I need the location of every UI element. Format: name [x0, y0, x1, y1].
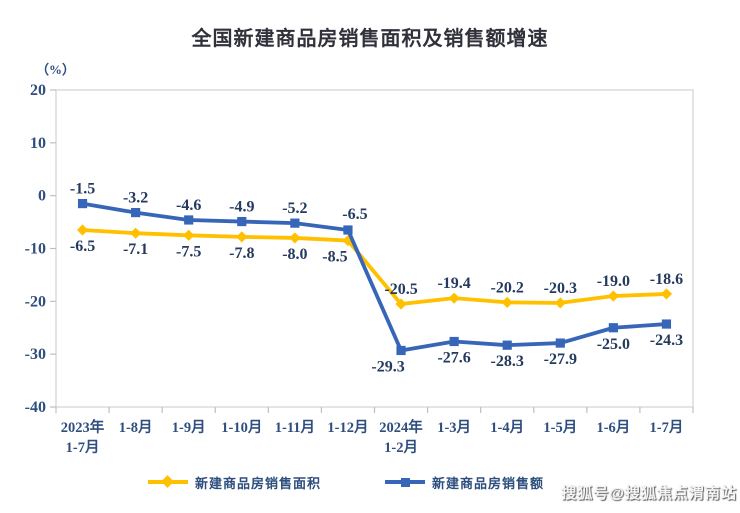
data-label: -19.4	[437, 275, 470, 292]
area-series-legend-marker-icon	[148, 475, 188, 489]
data-label: -25.0	[597, 336, 630, 353]
y-axis: 20 10 0 -10 -20 -30 -40	[25, 82, 56, 416]
svg-text:1-2月: 1-2月	[384, 439, 418, 456]
svg-text:1-6月: 1-6月	[596, 419, 630, 436]
series-sales-area: -6.5 -7.1 -7.5 -7.8 -8.0 -8.5 -20.5 -19.4 -20.2 -…	[70, 224, 683, 310]
data-label: -20.2	[491, 279, 524, 296]
svg-text:0: 0	[38, 188, 46, 205]
data-label: -6.5	[70, 238, 95, 255]
svg-text:10: 10	[30, 135, 46, 152]
svg-text:20: 20	[30, 82, 46, 99]
chart-legend: 新建商品房销售面积 新建商品房销售额	[0, 472, 740, 496]
data-label: -29.3	[371, 358, 404, 375]
data-label: -27.6	[437, 349, 470, 366]
watermark: 搜狐号@搜狐焦点渭南站	[561, 485, 737, 502]
svg-text:1-10月: 1-10月	[221, 419, 262, 436]
svg-text:1-4月: 1-4月	[490, 419, 524, 436]
svg-text:-30: -30	[25, 346, 46, 363]
data-label: -20.3	[544, 280, 577, 297]
svg-text:2023年: 2023年	[61, 418, 105, 436]
svg-text:1-5月: 1-5月	[543, 419, 577, 436]
series-sales-amount: -1.5 -3.2 -4.6 -4.9 -5.2 -6.5 -29.3 -27.6 -28.3 -…	[70, 181, 683, 376]
svg-text:1-12月: 1-12月	[327, 419, 368, 436]
chart-title: 全国新建商品房销售面积及销售额增速	[191, 28, 549, 50]
svg-text:1-8月: 1-8月	[119, 419, 153, 436]
svg-text:2024年: 2024年	[379, 418, 423, 436]
svg-text:-40: -40	[25, 399, 46, 416]
data-label: -5.2	[282, 200, 307, 217]
data-label: -28.3	[491, 353, 524, 370]
y-axis-unit-label: （%）	[36, 62, 76, 77]
data-label: -4.6	[176, 197, 201, 214]
data-label: -19.0	[597, 273, 630, 290]
svg-text:1-9月: 1-9月	[172, 419, 206, 436]
x-axis: 2023年 1-7月 1-8月 1-9月 1-10月 1-11月 1-12月 2024年 1-2…	[55, 407, 694, 456]
data-label: -1.5	[70, 181, 95, 198]
svg-text:1-3月: 1-3月	[437, 419, 471, 436]
data-label: -18.6	[650, 271, 683, 288]
data-label: -7.5	[176, 243, 201, 260]
data-label: -27.9	[544, 351, 577, 368]
data-label: -7.1	[123, 241, 148, 258]
svg-text:-10: -10	[25, 241, 46, 258]
svg-text:1-7月: 1-7月	[66, 439, 100, 456]
data-label: -4.9	[229, 199, 254, 216]
legend-item-sales-amount: 新建商品房销售额	[385, 472, 544, 492]
data-label: -3.2	[123, 190, 148, 207]
data-label: -8.5	[322, 249, 347, 266]
svg-text:-20: -20	[25, 293, 46, 310]
legend-label-sales-amount: 新建商品房销售额	[432, 475, 545, 491]
legend-label-sales-area: 新建商品房销售面积	[195, 475, 322, 491]
amount-series-legend-marker-icon	[385, 475, 425, 489]
svg-text:1-11月: 1-11月	[275, 419, 315, 436]
data-label: -20.5	[384, 281, 417, 298]
svg-text:1-7月: 1-7月	[650, 419, 684, 436]
data-label: -6.5	[342, 206, 367, 223]
legend-item-sales-area: 新建商品房销售面积	[148, 472, 321, 492]
data-label: -8.0	[282, 246, 307, 263]
data-label: -7.8	[229, 245, 254, 262]
data-label: -24.3	[650, 332, 683, 349]
